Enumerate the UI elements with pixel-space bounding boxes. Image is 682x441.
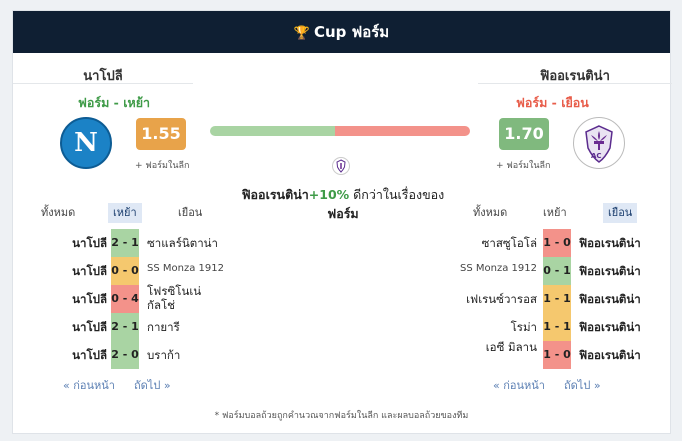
home-match-row: นาโปลี 2 - 1 ซาแลร์นิตาน่า [13,229,672,257]
home-in-league-link[interactable]: + ฟอร์มในลีก [135,161,190,171]
verdict-team: ฟิออเรนติน่า [241,187,309,202]
home-match-team: นาโปลี [72,236,107,250]
away-form-type: ฟอร์ม - เยือน [516,95,589,110]
home-match-score[interactable]: 2 - 1 [111,313,139,341]
away-match-score[interactable]: 1 - 1 [543,285,571,313]
home-match-score[interactable]: 0 - 0 [111,257,139,285]
home-tab-away[interactable]: เยือน [178,206,203,219]
away-match-score[interactable]: 1 - 1 [543,313,571,341]
home-match-team: นาโปลี [72,292,107,306]
home-match-row: นาโปลี 0 - 0 SS Monza 1912 [13,257,672,285]
verdict-line2: ฟอร์ม [327,206,359,221]
away-in-league-link[interactable]: + ฟอร์มในลีก [496,161,551,171]
footnote: * ฟอร์มบอลถ้วยถูกคำนวณจากฟอร์มในลีก และผ… [214,411,469,421]
away-match-row: ฟิออเรนติน่า 0 - 1 SS Monza 1912 [13,257,672,285]
fiorentina-mini-icon [336,159,346,173]
away-next-link[interactable]: ถัดไป » [564,379,601,392]
home-match-score[interactable]: 2 - 0 [111,341,139,369]
comparison-marker [332,157,350,175]
away-match-team: ฟิออเรนติน่า [579,264,641,278]
away-match-score[interactable]: 1 - 0 [543,341,571,369]
away-match-row: ฟิออเรนติน่า 1 - 0 เอซี มิลาน [13,340,672,369]
verdict-text: ดีกว่าในเรื่องของ [349,187,445,202]
away-rating-badge: 1.70 [499,118,549,150]
comparison-bar-away [335,126,470,136]
home-match-opponent: โฟรซิโนเน่ กัลโช่ [147,284,202,312]
away-match-row: ฟิออเรนติน่า 1 - 1 โรม่า [13,313,672,341]
home-next-link[interactable]: ถัดไป » [134,379,171,392]
home-match-row: นาโปลี 2 - 0 บราก้า [13,341,672,369]
away-match-team: ฟิออเรนติน่า [579,236,641,250]
away-divider [478,83,672,84]
home-match-score[interactable]: 0 - 4 [111,285,139,313]
away-match-opponent: เฟเรนซ์วารอส [466,292,537,306]
home-form-type: ฟอร์ม - เหย้า [78,95,151,110]
away-match-opponent: โรม่า [510,320,537,334]
napoli-logo: N [60,117,112,169]
home-team-name: นาโปลี [83,69,123,84]
away-match-opponent: เอซี มิลาน [485,340,537,354]
comparison-bar-home [210,126,335,136]
cup-form-card: 🏆 Cup ฟอร์ม นาโปลี ฟิออเรนติน่า ฟอร์ม - เ… [12,10,672,434]
home-tab-home[interactable]: เหย้า [108,203,142,223]
away-match-row: ฟิออเรนติน่า 1 - 1 เฟเรนซ์วารอส [13,285,672,313]
home-rating-badge: 1.55 [136,118,186,150]
home-match-row: นาโปลี 2 - 1 กายารี [13,313,672,341]
away-tab-all[interactable]: ทั้งหมด [473,206,508,219]
home-match-row: นาโปลี 0 - 4 โฟรซิโนเน่ กัลโช่ [13,284,672,313]
away-tab-home[interactable]: เหย้า [543,206,567,219]
fiorentina-logo [573,117,625,169]
away-match-row: ฟิออเรนติน่า 1 - 0 ซาสซูโอโล่ [13,229,672,257]
home-match-team: นาโปลี [72,264,107,278]
home-match-opponent: บราก้า [147,348,181,362]
away-team-name: ฟิออเรนติน่า [540,69,610,84]
away-match-opponent: SS Monza 1912 [460,263,537,274]
card-title: Cup ฟอร์ม [313,23,390,41]
card-header: 🏆 Cup ฟอร์ม [13,11,670,53]
away-tab-away[interactable]: เยือน [603,203,638,223]
verdict-percent: +10% [308,187,350,202]
away-match-team: ฟิออเรนติน่า [579,320,641,334]
home-match-opponent: ซาแลร์นิตาน่า [147,236,219,250]
trophy-icon: 🏆 [293,26,310,41]
home-match-opponent: กายารี [147,320,180,334]
fiorentina-lily-icon [585,125,613,163]
home-match-opponent: SS Monza 1912 [147,263,224,274]
home-match-team: นาโปลี [72,320,107,334]
home-divider [13,83,193,84]
away-match-team: ฟิออเรนติน่า [579,292,641,306]
away-match-team: ฟิออเรนติน่า [579,348,641,362]
napoli-logo-letter: N [74,128,98,158]
away-match-score[interactable]: 1 - 0 [543,229,571,257]
away-prev-link[interactable]: « ก่อนหน้า [493,379,545,392]
home-tab-all[interactable]: ทั้งหมด [41,206,76,219]
home-match-team: นาโปลี [72,348,107,362]
away-match-score[interactable]: 0 - 1 [543,257,571,285]
home-match-score[interactable]: 2 - 1 [111,229,139,257]
home-prev-link[interactable]: « ก่อนหน้า [63,379,115,392]
comparison-verdict: ฟิออเรนติน่า+10% ดีกว่าในเรื่องของ ฟอร์ม [218,185,468,223]
fiorentina-logo-text: AC [591,152,602,160]
away-match-opponent: ซาสซูโอโล่ [481,236,537,250]
